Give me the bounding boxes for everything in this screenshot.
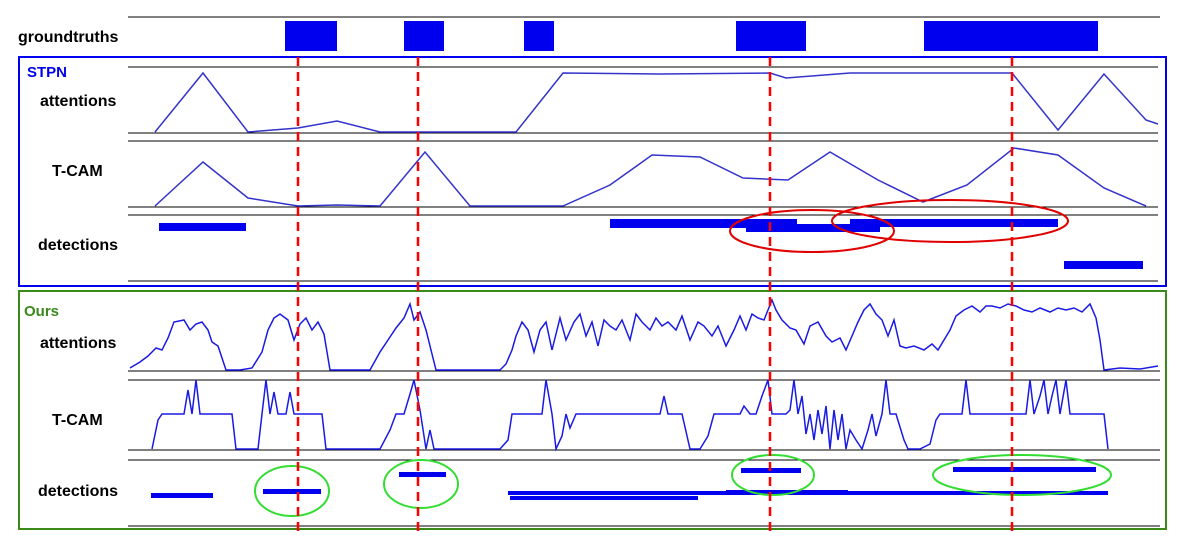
guide-lines [296, 57, 1014, 531]
ours-section: Ours attentions T-CAM detections [18, 290, 1167, 530]
ours-detection-segment [953, 467, 1096, 472]
correct-ellipse [254, 465, 330, 517]
stpn-detection-segment [746, 224, 880, 232]
groundtruth-segment [524, 21, 554, 51]
stpn-tcam-curve [154, 147, 1147, 207]
stpn-detection-segment [850, 219, 1058, 227]
stpn-title: STPN [27, 64, 67, 81]
stpn-detection-segment [610, 219, 797, 228]
ours-title: Ours [24, 303, 59, 320]
ours-detection-segment [399, 472, 446, 477]
label-stpn-detections: detections [38, 237, 118, 254]
error-ellipse [831, 199, 1069, 243]
ours-detection-segment [151, 493, 213, 498]
ours-detection-segment [263, 489, 321, 494]
stpn-detection-segment [159, 223, 246, 231]
stpn-box [18, 56, 1167, 287]
correct-ellipse [383, 459, 459, 509]
ours-box [18, 290, 1167, 530]
groundtruth-segment [285, 21, 337, 51]
label-ours-tcam: T-CAM [52, 412, 103, 429]
error-ellipse [729, 209, 895, 253]
stpn-attention-curve [154, 71, 1159, 133]
label-groundtruths: groundtruths [18, 29, 119, 46]
correct-ellipse [932, 454, 1112, 496]
groundtruth-segment [924, 21, 1098, 51]
groundtruth-segment [404, 21, 444, 51]
stpn-section: STPN attentions T-CAM detections [18, 56, 1167, 287]
stpn-detection-segment [1064, 261, 1143, 269]
ours-detection-segment [726, 490, 848, 494]
label-ours-attentions: attentions [40, 335, 117, 352]
ours-attention-curve [129, 297, 1159, 371]
ours-detection-segment [510, 496, 698, 500]
label-stpn-tcam: T-CAM [52, 163, 103, 180]
label-ours-detections: detections [38, 483, 118, 500]
groundtruth-segment [736, 21, 806, 51]
label-stpn-attentions: attentions [40, 93, 117, 110]
ours-tcam-curve [151, 379, 1109, 452]
correct-ellipse [731, 454, 815, 496]
groundtruths-row [128, 16, 1160, 51]
